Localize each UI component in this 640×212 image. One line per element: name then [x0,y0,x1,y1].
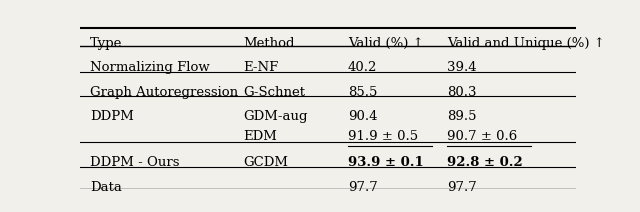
Text: 40.2: 40.2 [348,61,377,74]
Text: E-NF: E-NF [244,61,279,74]
Text: 39.4: 39.4 [447,61,477,74]
Text: Method: Method [244,37,295,50]
Text: 97.7: 97.7 [447,181,477,194]
Text: EDM: EDM [244,130,278,143]
Text: G-Schnet: G-Schnet [244,86,306,99]
Text: 97.7: 97.7 [348,181,378,194]
Text: Normalizing Flow: Normalizing Flow [90,61,210,74]
Text: 93.9 ± 0.1: 93.9 ± 0.1 [348,156,424,169]
Text: Type: Type [90,37,122,50]
Text: 91.9 ± 0.5: 91.9 ± 0.5 [348,130,418,143]
Text: 92.8 ± 0.2: 92.8 ± 0.2 [447,156,523,169]
Text: DDPM - Ours: DDPM - Ours [90,156,179,169]
Text: 90.7 ± 0.6: 90.7 ± 0.6 [447,130,517,143]
Text: 85.5: 85.5 [348,86,377,99]
Text: Graph Autoregression: Graph Autoregression [90,86,238,99]
Text: Data: Data [90,181,122,194]
Text: 89.5: 89.5 [447,110,477,123]
Text: GDM-aug: GDM-aug [244,110,308,123]
Text: 90.4: 90.4 [348,110,378,123]
Text: Valid (%) ↑: Valid (%) ↑ [348,37,424,50]
Text: Valid and Unique (%) ↑: Valid and Unique (%) ↑ [447,37,605,50]
Text: GCDM: GCDM [244,156,289,169]
Text: 80.3: 80.3 [447,86,477,99]
Text: DDPM: DDPM [90,110,134,123]
